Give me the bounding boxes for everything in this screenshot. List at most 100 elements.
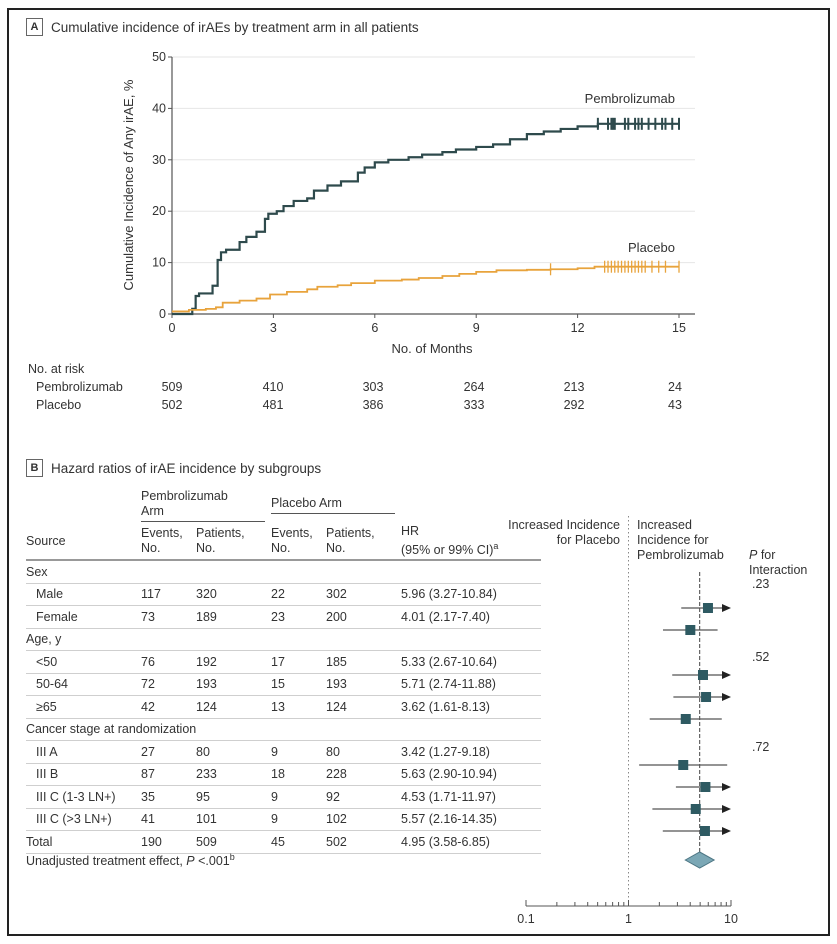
risk-value: 24 bbox=[668, 380, 682, 394]
events-pembro: 72 bbox=[141, 673, 196, 696]
row-label: 50-64 bbox=[26, 673, 141, 696]
y-tick-label: 0 bbox=[159, 307, 166, 321]
km-axes: 0 10 20 30 40 50 0 3 6 9 12 15 bbox=[152, 50, 695, 335]
placebo-arm-header: Placebo Arm bbox=[271, 487, 401, 523]
y-tick-label: 50 bbox=[152, 50, 166, 64]
risk-value: 303 bbox=[362, 380, 384, 394]
panel-b-title: B Hazard ratios of irAE incidence by sub… bbox=[26, 459, 321, 477]
patients-placebo: 102 bbox=[326, 808, 401, 831]
events-placebo: 9 bbox=[271, 740, 326, 764]
risk-value: 386 bbox=[362, 398, 384, 412]
x-tick-label: 9 bbox=[473, 321, 480, 335]
risk-value: 502 bbox=[161, 398, 183, 412]
events-placebo: 18 bbox=[271, 763, 326, 786]
patients-pembro: 189 bbox=[196, 605, 271, 629]
forest-right-label: Increased Incidence for Pembrolizumab bbox=[637, 518, 724, 562]
km-series bbox=[172, 117, 680, 316]
events-placebo: 45 bbox=[271, 834, 285, 849]
events-pembro: 87 bbox=[141, 763, 196, 786]
patients-pembro: 233 bbox=[196, 763, 271, 786]
x-tick-label: 3 bbox=[270, 321, 277, 335]
events-pembro: 42 bbox=[141, 695, 196, 719]
events-pembro: 190 bbox=[141, 834, 162, 849]
series-label-placebo: Placebo bbox=[628, 240, 675, 255]
group-row: Cancer stage at randomization bbox=[26, 718, 541, 741]
events-placebo: 9 bbox=[271, 808, 326, 831]
events-pembro: 41 bbox=[141, 808, 196, 831]
group-label: Cancer stage at randomization bbox=[26, 718, 541, 741]
hazard-ratio: 4.01 (2.17-7.40) bbox=[401, 605, 541, 629]
subgroup-table: Pembrolizumab Arm Placebo Arm Source Even… bbox=[26, 487, 541, 854]
hazard-ratio: 5.57 (2.16-14.35) bbox=[401, 808, 541, 831]
row-label: Female bbox=[26, 605, 141, 629]
group-row: Age, y bbox=[26, 628, 541, 651]
events-placebo: 17 bbox=[271, 650, 326, 674]
events-placebo: 22 bbox=[271, 583, 326, 606]
hazard-ratio: 5.71 (2.74-11.88) bbox=[401, 673, 541, 696]
row-label: III C (>3 LN+) bbox=[26, 808, 141, 831]
row-label: Male bbox=[26, 583, 141, 606]
number-at-risk-header: No. at risk bbox=[28, 362, 85, 376]
risk-value: 509 bbox=[161, 380, 183, 394]
risk-value: 481 bbox=[262, 398, 284, 412]
patients-pembro: 124 bbox=[196, 695, 271, 719]
hazard-ratio: 5.96 (3.27-10.84) bbox=[401, 583, 541, 606]
row-label: III B bbox=[26, 763, 141, 786]
row-label: ≥65 bbox=[26, 695, 141, 719]
table-row: III C (1-3 LN+) 35 95 9 92 4.53 (1.71-11… bbox=[26, 785, 541, 809]
events-placebo: 23 bbox=[271, 605, 326, 629]
row-label: III C (1-3 LN+) bbox=[26, 785, 141, 809]
x-tick-label: 15 bbox=[672, 321, 686, 335]
patients-pembro: 320 bbox=[196, 583, 271, 606]
hazard-ratio: 4.95 (3.58-6.85) bbox=[401, 834, 490, 849]
x-tick-label: 0 bbox=[169, 321, 176, 335]
panel-a-title: A Cumulative incidence of irAEs by treat… bbox=[26, 18, 419, 36]
risk-row-placebo: Placebo 502 481 386 333 292 43 bbox=[0, 398, 837, 416]
hazard-ratio: 5.63 (2.90-10.94) bbox=[401, 763, 541, 786]
forest-left-label: Increased Incidence for Placebo bbox=[508, 518, 620, 547]
number-at-risk-table: No. at risk Pembrolizumab 509 410 303 26… bbox=[0, 360, 837, 420]
patients-placebo: 200 bbox=[326, 605, 401, 629]
column-header-row: Source Events, No. Patients, No. Events, No… bbox=[26, 523, 541, 560]
events-pembro: 27 bbox=[141, 740, 196, 764]
col-source: Source bbox=[26, 533, 66, 548]
risk-row-pembrolizumab: Pembrolizumab 509 410 303 264 213 24 bbox=[0, 380, 837, 398]
patients-placebo: 228 bbox=[326, 763, 401, 786]
total-row: Total 190 509 45 502 4.95 (3.58-6.85) bbox=[26, 830, 541, 853]
patients-pembro: 95 bbox=[196, 785, 271, 809]
table-row: III B 87 233 18 228 5.63 (2.90-10.94) bbox=[26, 763, 541, 786]
events-pembro: 117 bbox=[141, 583, 196, 606]
patients-placebo: 193 bbox=[326, 673, 401, 696]
series-label-pembrolizumab: Pembrolizumab bbox=[585, 91, 675, 106]
patients-placebo: 185 bbox=[326, 650, 401, 674]
x-tick-label: 6 bbox=[371, 321, 378, 335]
patients-pembro: 80 bbox=[196, 740, 271, 764]
risk-row-label: Placebo bbox=[36, 398, 82, 412]
table-row: ≥65 42 124 13 124 3.62 (1.61-8.13) bbox=[26, 695, 541, 719]
footnote: Unadjusted treatment effect, P <.001b bbox=[26, 852, 235, 869]
series-line-pembrolizumab bbox=[172, 122, 679, 316]
risk-value: 213 bbox=[563, 380, 585, 394]
row-label: Total bbox=[26, 834, 53, 849]
patients-placebo: 124 bbox=[326, 695, 401, 719]
events-pembro: 35 bbox=[141, 785, 196, 809]
row-label: III A bbox=[26, 740, 141, 764]
patients-pembro: 192 bbox=[196, 650, 271, 674]
table-row: III C (>3 LN+) 41 101 9 102 5.57 (2.16-1… bbox=[26, 808, 541, 831]
y-tick-label: 40 bbox=[152, 101, 166, 115]
events-pembro: 76 bbox=[141, 650, 196, 674]
col-events-pembro: Events, No. bbox=[141, 526, 183, 555]
table-row: Male 117 320 22 302 5.96 (3.27-10.84) bbox=[26, 583, 541, 606]
x-tick-label: 12 bbox=[571, 321, 585, 335]
panel-a-letter: A bbox=[26, 18, 43, 36]
series-line-placebo bbox=[172, 265, 679, 313]
panel-b-letter: B bbox=[26, 459, 43, 477]
hazard-ratio: 4.53 (1.71-11.97) bbox=[401, 785, 541, 809]
events-placebo: 13 bbox=[271, 695, 326, 719]
row-label: <50 bbox=[26, 650, 141, 674]
events-pembro: 73 bbox=[141, 605, 196, 629]
hazard-ratio: 3.42 (1.27-9.18) bbox=[401, 740, 541, 764]
km-y-axis-label: Cumulative Incidence of Any irAE, % bbox=[121, 79, 136, 290]
group-row: Sex bbox=[26, 559, 541, 584]
km-chart: 0 10 20 30 40 50 0 3 6 9 12 15 Cumulative Incidence… bbox=[121, 50, 695, 356]
